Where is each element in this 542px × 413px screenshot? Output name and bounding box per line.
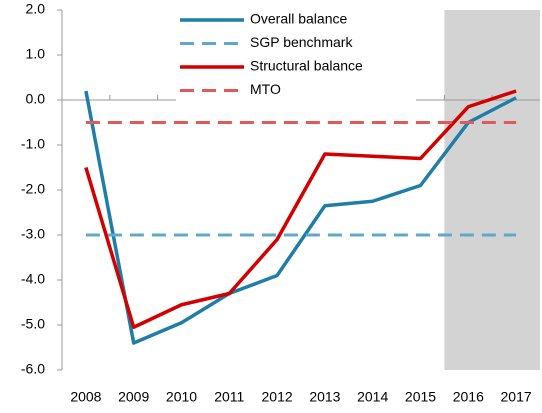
legend-label: Overall balance xyxy=(250,11,347,27)
y-tick-label: -6.0 xyxy=(21,361,45,377)
x-tick-label: 2017 xyxy=(501,389,532,405)
legend-bg xyxy=(176,32,416,56)
forecast-shade xyxy=(444,10,540,370)
x-tick-label: 2014 xyxy=(357,389,388,405)
x-tick-label: 2013 xyxy=(309,389,340,405)
y-tick-label: -4.0 xyxy=(21,271,45,287)
legend-bg xyxy=(176,79,416,103)
y-tick-label: -1.0 xyxy=(21,136,45,152)
x-tick-label: 2008 xyxy=(70,389,101,405)
legend-label: SGP benchmark xyxy=(250,34,353,50)
x-tick-label: 2011 xyxy=(214,389,244,405)
y-tick-label: -2.0 xyxy=(21,181,45,197)
series-line xyxy=(84,90,517,345)
x-tick-label: 2012 xyxy=(262,389,293,405)
y-tick-label: -5.0 xyxy=(21,316,45,332)
y-tick-label: 0.0 xyxy=(26,91,46,107)
series-line xyxy=(84,89,517,329)
legend-bg xyxy=(176,56,416,80)
y-tick-label: -3.0 xyxy=(21,226,45,242)
x-tick-label: 2016 xyxy=(453,389,484,405)
legend-label: Structural balance xyxy=(250,58,363,74)
legend-label: MTO xyxy=(250,81,281,97)
x-tick-label: 2010 xyxy=(166,389,197,405)
y-tick-label: 2.0 xyxy=(26,1,46,17)
x-tick-label: 2015 xyxy=(405,389,436,405)
y-tick-label: 1.0 xyxy=(26,46,46,62)
x-tick-label: 2009 xyxy=(118,389,149,405)
legend-bg xyxy=(176,9,416,33)
